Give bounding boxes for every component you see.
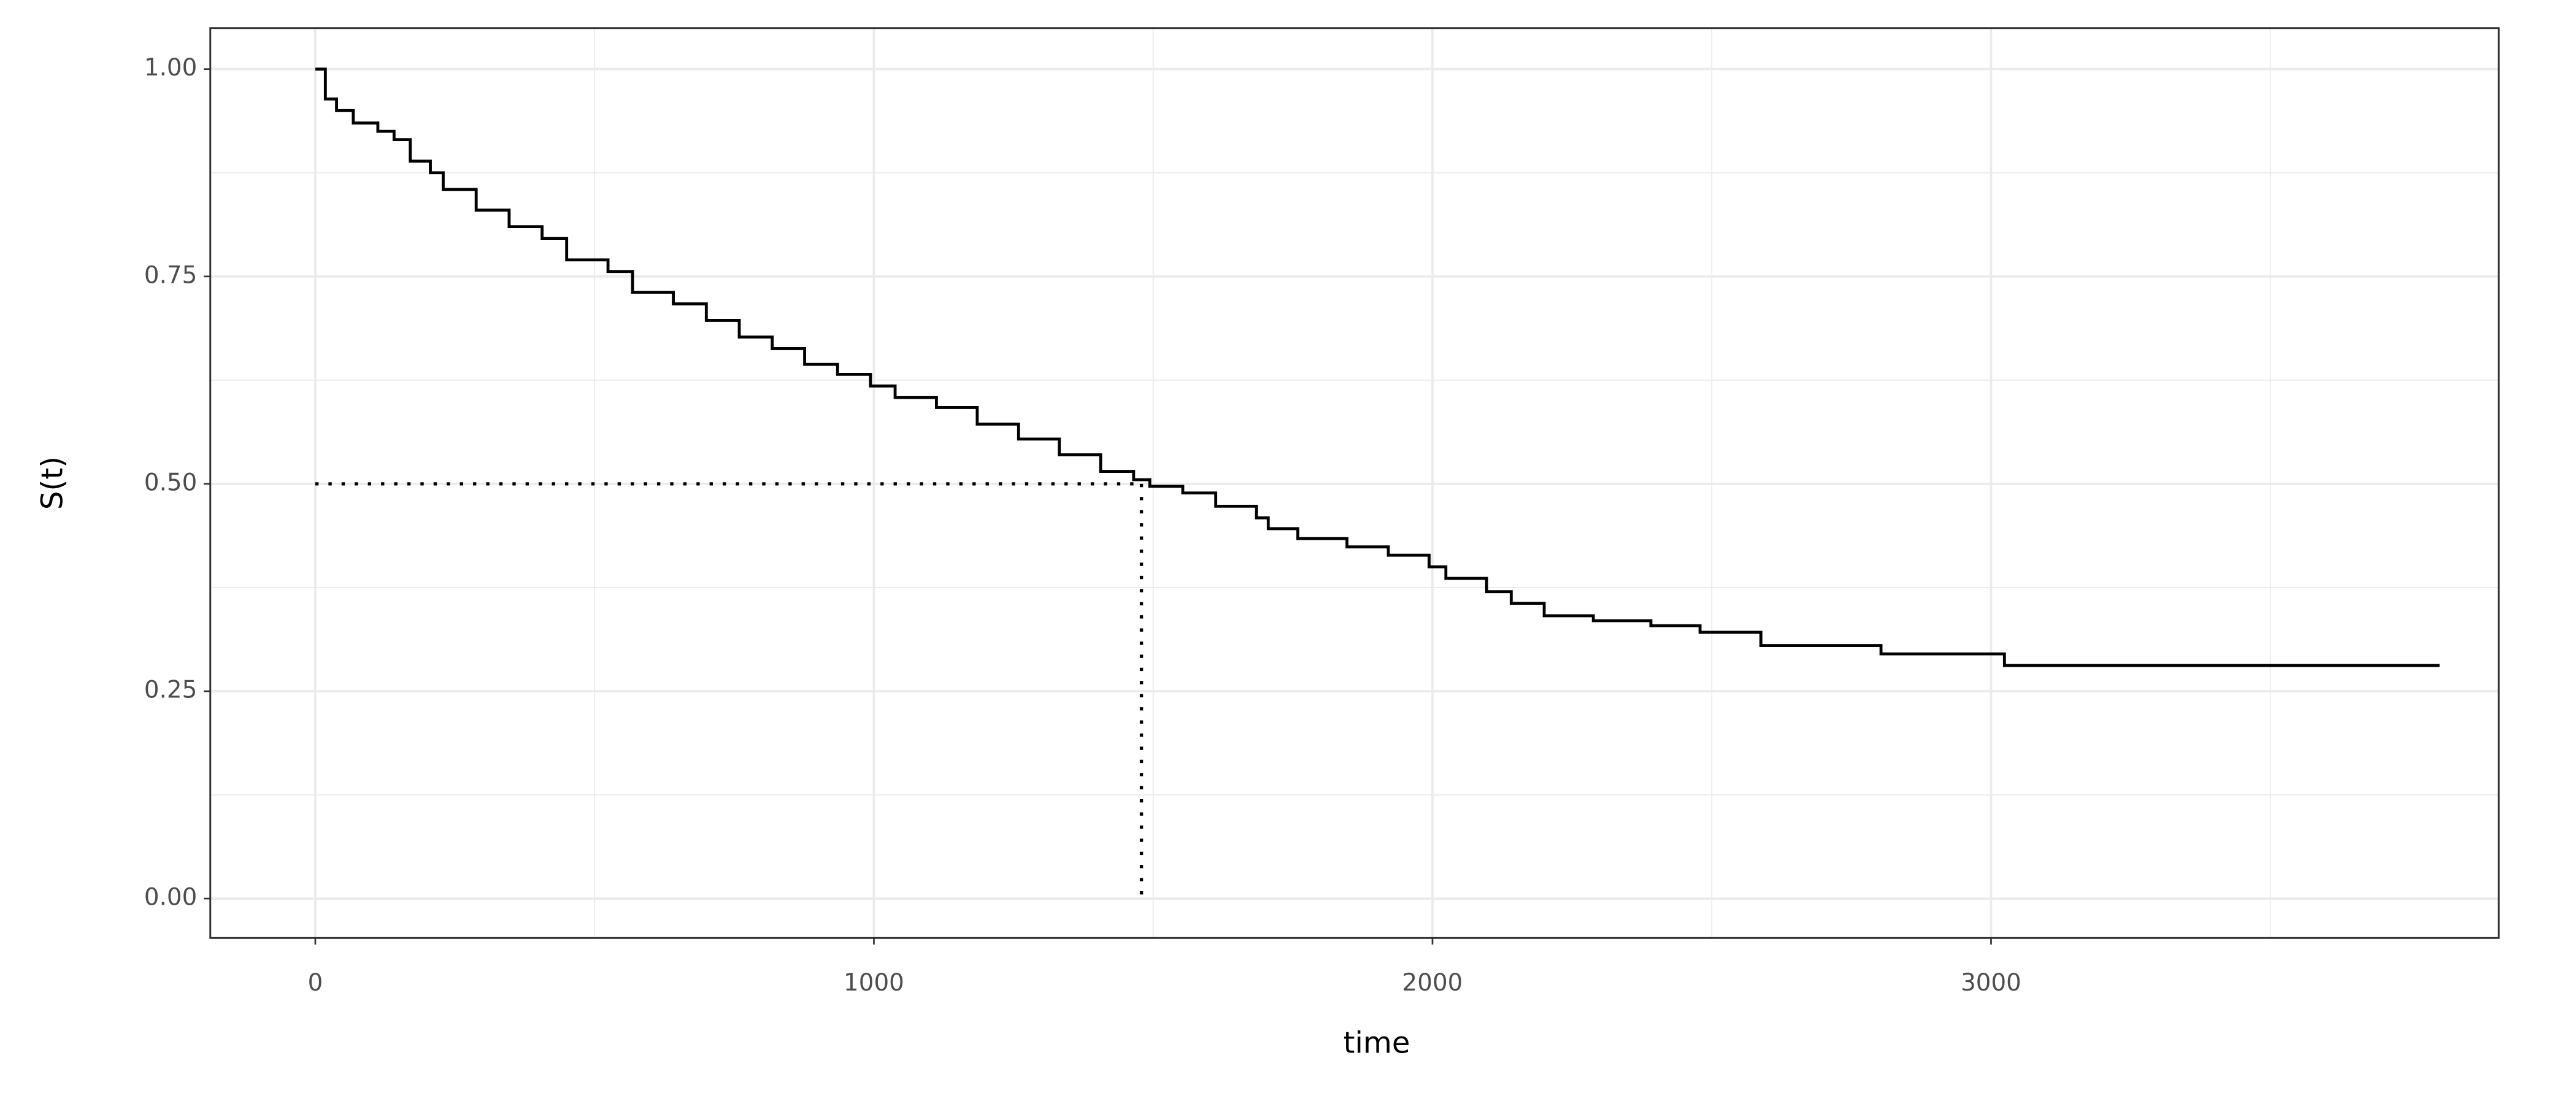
y-tick-label: 0.75 [144, 261, 197, 289]
x-axis-title: time [1344, 1025, 1410, 1060]
y-axis-title: S(t) [35, 456, 69, 510]
x-tick-label: 0 [308, 969, 323, 997]
y-tick-label: 0.25 [144, 676, 197, 703]
survival-curve [315, 67, 2440, 667]
x-tick-label: 3000 [1961, 969, 2021, 997]
panel-border [209, 27, 2500, 939]
x-tick-label: 1000 [844, 969, 904, 997]
y-tick-label: 1.00 [144, 54, 197, 82]
y-tick-label: 0.00 [144, 884, 197, 911]
x-tick-label: 2000 [1402, 969, 1463, 997]
y-tick-label: 0.50 [144, 469, 197, 496]
